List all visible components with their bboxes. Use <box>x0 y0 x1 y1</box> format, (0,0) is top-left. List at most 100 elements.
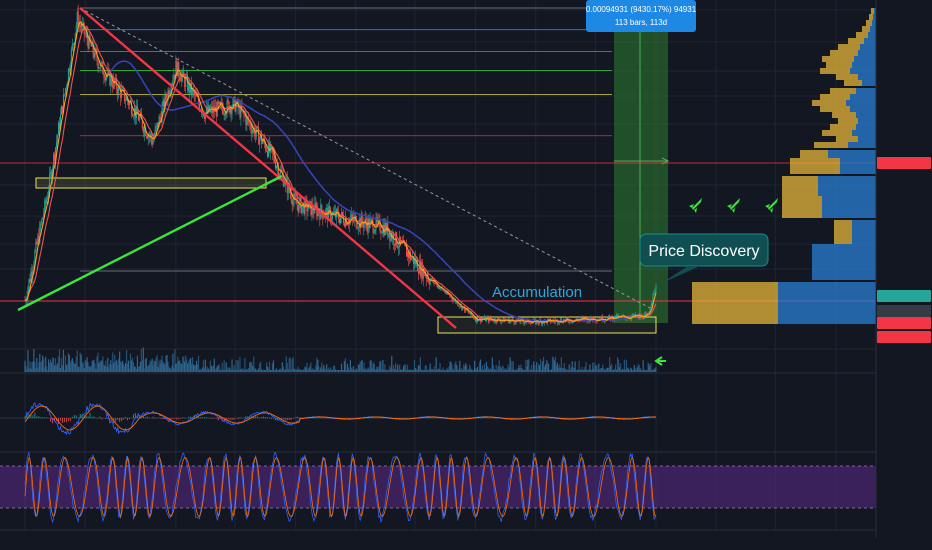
macd-histogram-bar <box>594 417 596 419</box>
volume-bar <box>413 359 416 372</box>
volume-bar <box>238 369 240 372</box>
volume-bar <box>632 369 634 372</box>
candle-body <box>363 222 365 228</box>
volume-bar <box>126 363 129 372</box>
volume-bar <box>401 369 403 372</box>
candle-body <box>46 199 48 204</box>
descending-trendline-red[interactable] <box>79 7 457 329</box>
macd-histogram-bar <box>203 417 205 419</box>
candle-body <box>35 241 37 252</box>
macd-histogram-bar <box>371 417 373 419</box>
volume-profile-up-bar <box>826 62 852 68</box>
price-discovery-callout[interactable]: Price Discovery <box>639 233 769 284</box>
volume-bar <box>562 368 564 372</box>
fib-retracement[interactable] <box>80 7 612 272</box>
volume-bar <box>557 368 559 372</box>
candle-body <box>452 299 454 302</box>
candle-body <box>64 88 66 94</box>
volume-bar <box>226 367 228 372</box>
macd-histogram-bar <box>269 417 271 419</box>
volume-bar <box>79 352 81 372</box>
volume-profile-down-bar <box>852 62 876 68</box>
candle-body <box>161 107 163 123</box>
volume-bar <box>546 361 549 372</box>
volume-bar <box>504 368 506 372</box>
volume-bar <box>214 369 216 372</box>
price-pane[interactable] <box>0 4 876 334</box>
candle-body <box>104 77 106 81</box>
candle-body <box>388 233 390 237</box>
volume-bar <box>402 365 405 372</box>
macd-histogram-bar <box>211 418 213 419</box>
macd-histogram-bar <box>265 417 267 419</box>
volume-bar <box>465 363 467 372</box>
volume-bar <box>133 366 136 372</box>
candle-body <box>523 321 525 324</box>
volume-bar <box>548 369 551 372</box>
volume-bar <box>241 369 243 372</box>
candle-body <box>603 320 605 322</box>
volume-bar <box>367 367 369 372</box>
ascending-trendline-green[interactable] <box>17 174 283 312</box>
candle-body <box>141 119 143 129</box>
candle-body <box>182 70 184 75</box>
volume-bar <box>607 367 609 372</box>
volume-bar <box>243 369 245 372</box>
volume-bar <box>109 364 111 372</box>
volume-bar <box>75 356 77 372</box>
volume-bar <box>315 365 317 372</box>
volume-profile-down-bar <box>874 8 876 14</box>
candle-body <box>434 283 436 284</box>
candle-body <box>645 313 647 315</box>
volume-bar <box>386 369 388 372</box>
macd-histogram-bar <box>241 417 243 419</box>
resistance-zone-box[interactable] <box>35 177 267 189</box>
macd-histogram-bar <box>343 418 345 419</box>
candle-body <box>147 135 149 139</box>
volume-bar <box>290 369 292 372</box>
volume-bar <box>310 362 312 372</box>
volume-bar <box>518 365 520 372</box>
volume-bar <box>638 365 640 372</box>
volume-bar <box>468 369 470 372</box>
candle-body <box>272 152 274 155</box>
volume-bar <box>523 369 525 372</box>
candle-body <box>72 43 74 45</box>
volume-bar <box>307 369 309 372</box>
accumulation-label[interactable]: Accumulation <box>492 284 582 301</box>
volume-bar <box>39 353 41 372</box>
measure-callout[interactable]: 0.00094931 (9430.17%) 94931 113 bars, 11… <box>586 0 697 32</box>
candle-body <box>184 76 186 87</box>
volume-bar <box>191 363 193 372</box>
volume-bar <box>571 361 573 372</box>
macd-histogram-bar <box>602 418 604 419</box>
price-axis[interactable] <box>877 157 931 343</box>
volume-bar <box>631 369 633 372</box>
candle-body <box>457 301 459 306</box>
volume-profile-down-bar <box>778 282 876 324</box>
volume-profile[interactable] <box>692 8 876 324</box>
candle-body <box>37 235 39 244</box>
volume-bar <box>331 369 333 372</box>
volume-bar <box>537 369 539 372</box>
macd-histogram-bar <box>87 416 89 419</box>
macd-histogram-bar <box>162 418 164 419</box>
candle-body <box>145 135 147 137</box>
candle-body <box>377 218 379 222</box>
volume-bar <box>189 359 191 372</box>
volume-bar <box>399 364 401 372</box>
candle-body <box>260 134 262 139</box>
volume-bar <box>120 361 122 372</box>
volume-bar <box>539 365 541 372</box>
candle-body <box>289 191 291 194</box>
candle-body <box>531 322 533 324</box>
volume-bar <box>99 360 101 372</box>
price-axis-background <box>876 0 932 538</box>
candle-body <box>103 74 105 78</box>
volume-bar <box>131 357 134 372</box>
candle-body <box>340 212 342 218</box>
volume-bar <box>51 362 53 372</box>
measure-box <box>586 0 696 32</box>
candle-body <box>218 102 220 105</box>
